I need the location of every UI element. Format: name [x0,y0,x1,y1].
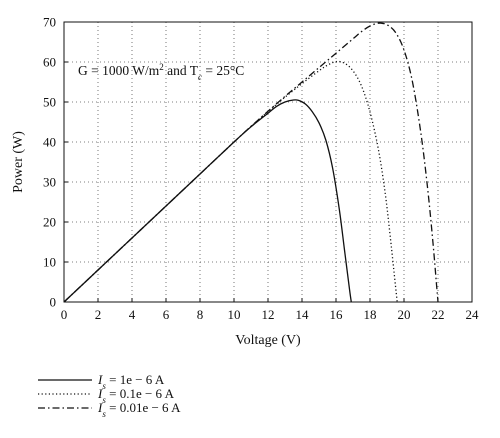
series-line-3 [63,22,439,303]
x-tick-label: 0 [61,307,68,322]
annotation-suffix: = 25°C [202,63,244,78]
y-tick-label: 0 [50,295,57,310]
series-line-1 [63,99,352,303]
series-layer [63,22,439,303]
series-line-2 [63,60,398,303]
y-tick-label: 30 [43,175,56,190]
grid-lines [64,22,472,302]
legend: Is = 1e − 6 AIs = 0.1e − 6 AIs = 0.01e −… [38,372,181,419]
x-tick-label: 22 [432,307,445,322]
x-tick-label: 20 [398,307,411,322]
x-tick-label: 8 [197,307,204,322]
x-tick-label: 12 [262,307,275,322]
y-axis-title: Power (W) [11,131,26,193]
x-tick-label: 4 [129,307,136,322]
x-tick-label: 16 [330,307,344,322]
y-tick-label: 20 [43,215,56,230]
x-tick-label: 14 [296,307,310,322]
x-tick-label: 10 [228,307,241,322]
annotation-prefix: G = 1000 W/m [78,63,160,78]
x-axis-title: Voltage (V) [235,333,301,348]
legend-label-3: Is = 0.01e − 6 A [97,400,181,419]
legend-label-1: Is = 1e − 6 A [97,372,165,391]
y-tick-label: 60 [43,55,56,70]
y-tick-label: 10 [43,255,56,270]
x-tick-label: 18 [364,307,377,322]
x-tick-label: 6 [163,307,170,322]
annotation-subscript: c [198,72,202,82]
annotation-exponent: 2 [159,62,164,72]
y-tick-label: 70 [43,15,56,30]
legend-label-2: Is = 0.1e − 6 A [97,386,175,405]
x-tick-label: 2 [95,307,102,322]
annotation-middle: and T [164,63,199,78]
y-tick-label: 50 [43,95,56,110]
x-tick-label: 24 [466,307,480,322]
y-tick-label: 40 [43,135,56,150]
conditions-annotation: G = 1000 W/m2 and Tc = 25°C [78,62,244,82]
